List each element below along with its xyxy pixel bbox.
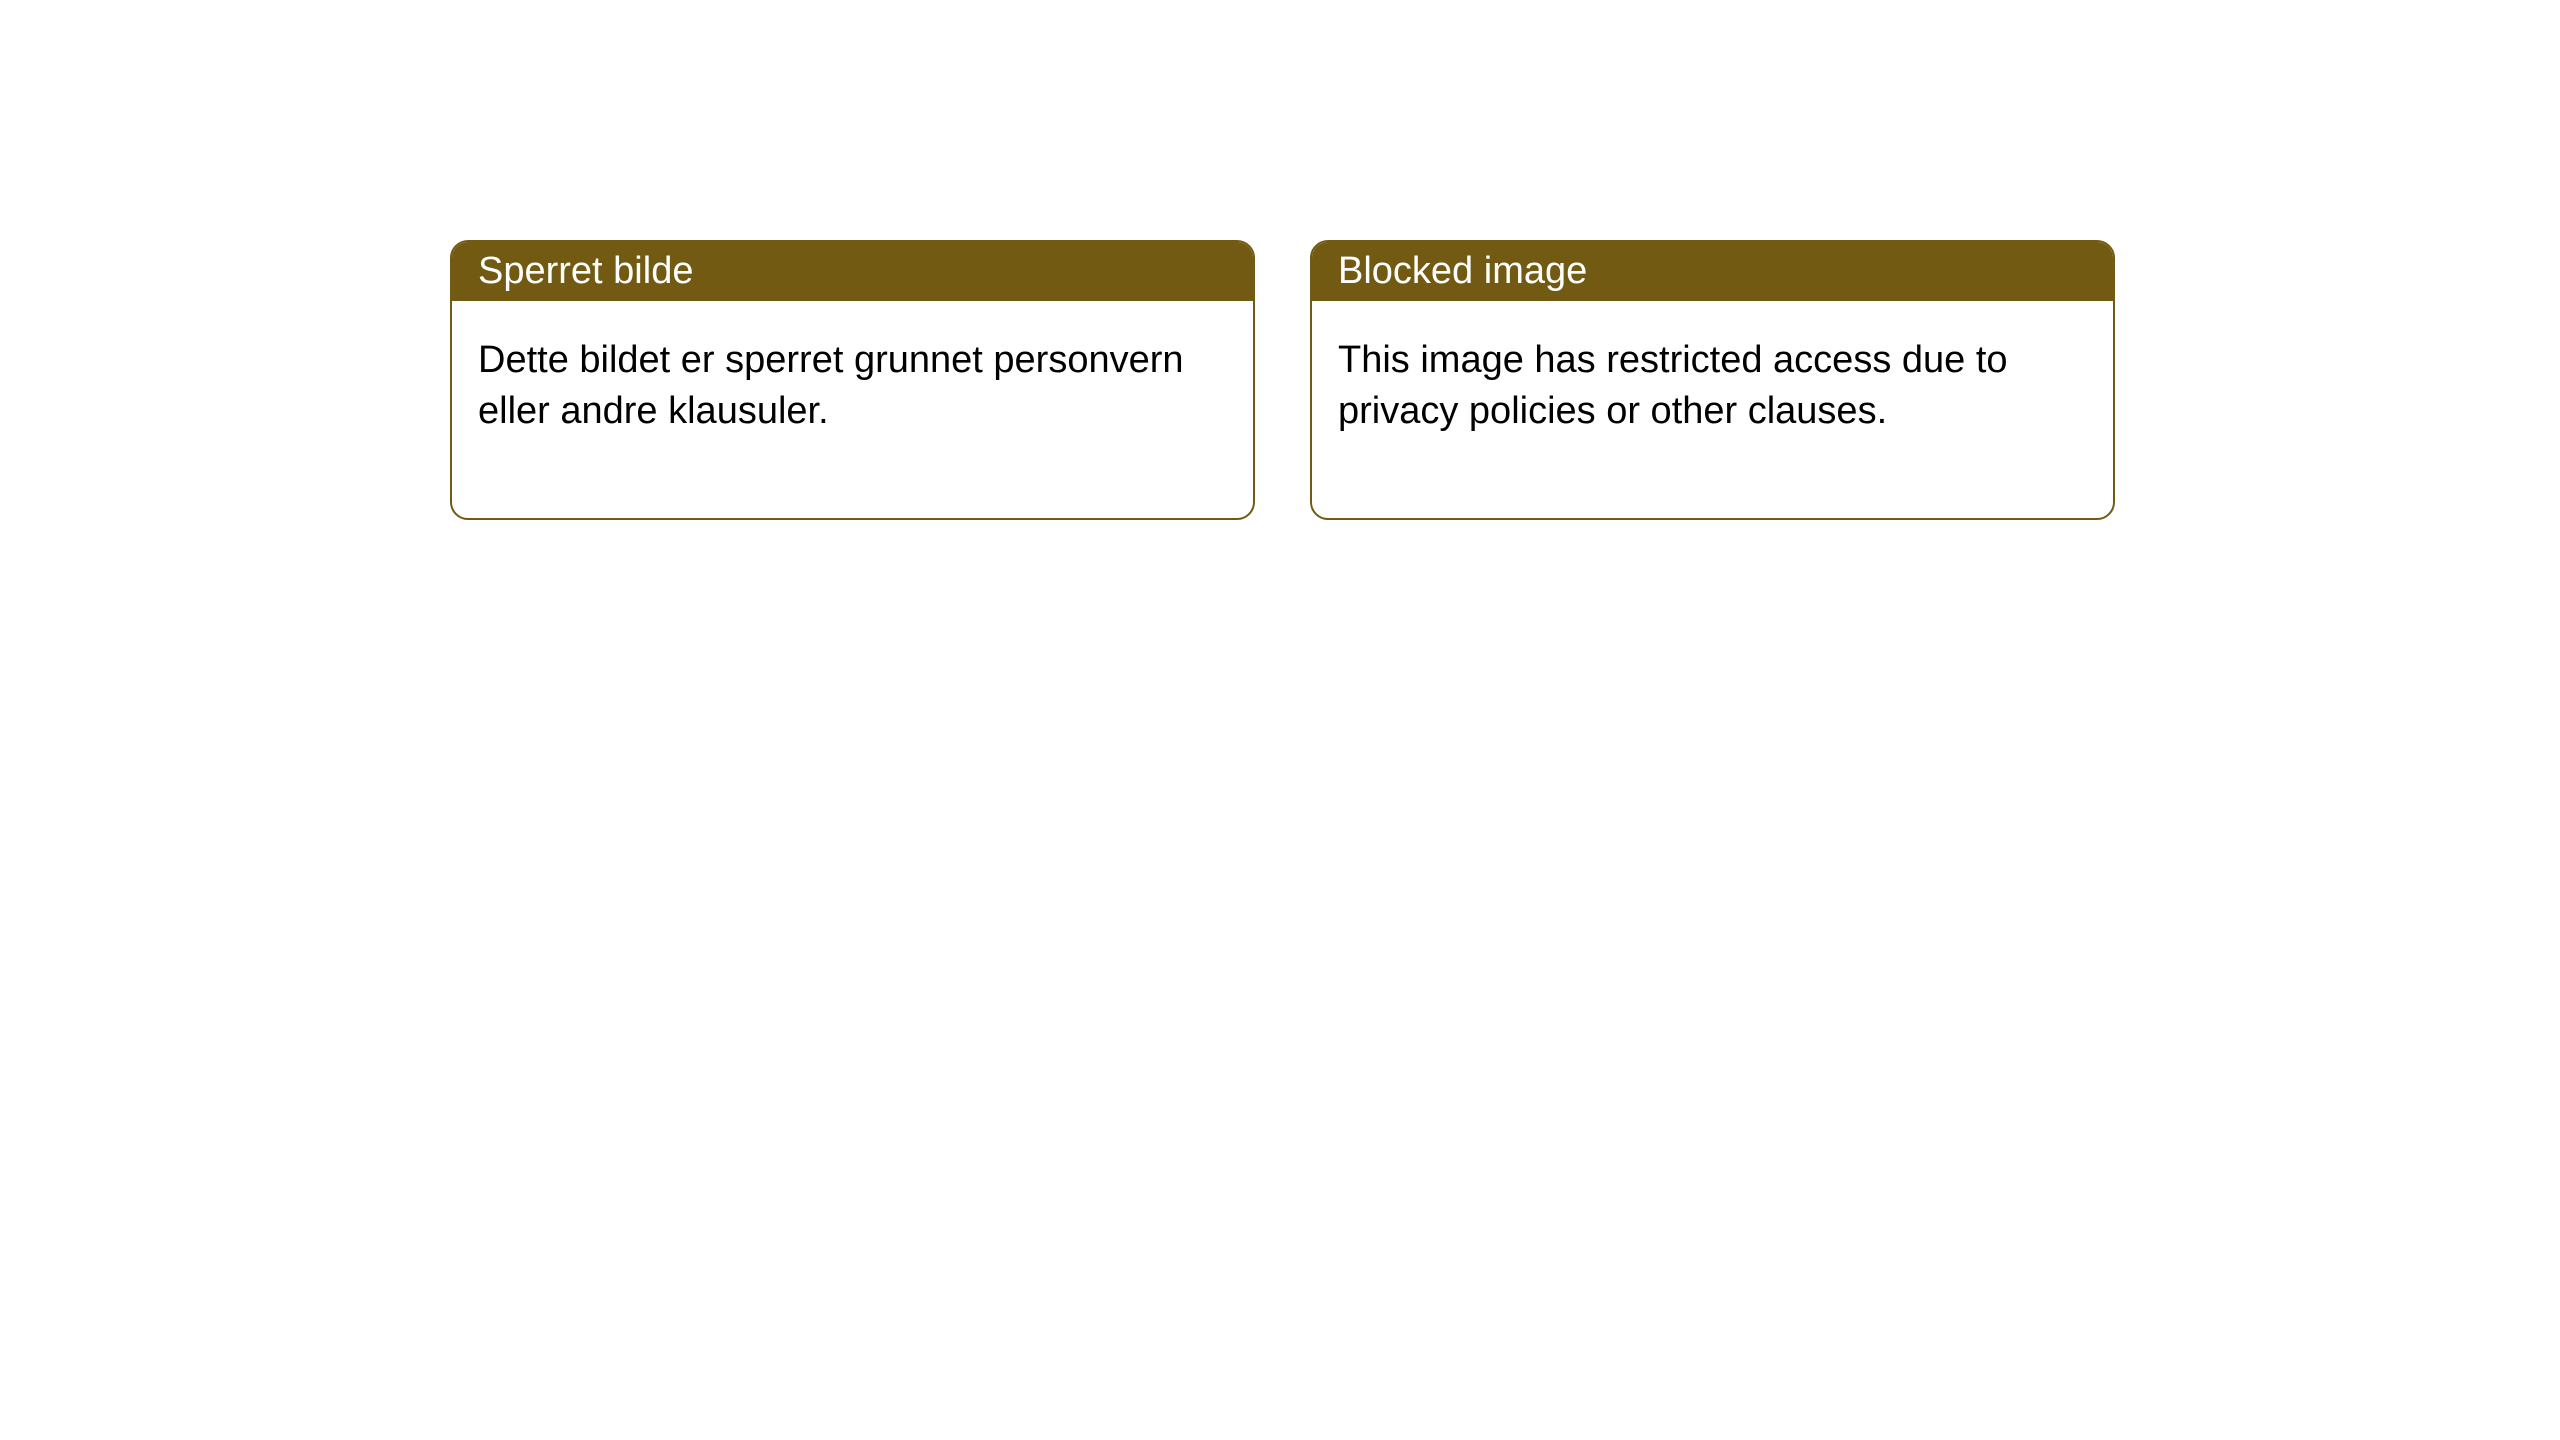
notice-title-english: Blocked image <box>1312 242 2113 301</box>
notice-card-norwegian: Sperret bilde Dette bildet er sperret gr… <box>450 240 1255 520</box>
notice-body-english: This image has restricted access due to … <box>1312 301 2113 518</box>
notice-container: Sperret bilde Dette bildet er sperret gr… <box>0 0 2560 520</box>
notice-body-norwegian: Dette bildet er sperret grunnet personve… <box>452 301 1253 518</box>
notice-card-english: Blocked image This image has restricted … <box>1310 240 2115 520</box>
notice-title-norwegian: Sperret bilde <box>452 242 1253 301</box>
